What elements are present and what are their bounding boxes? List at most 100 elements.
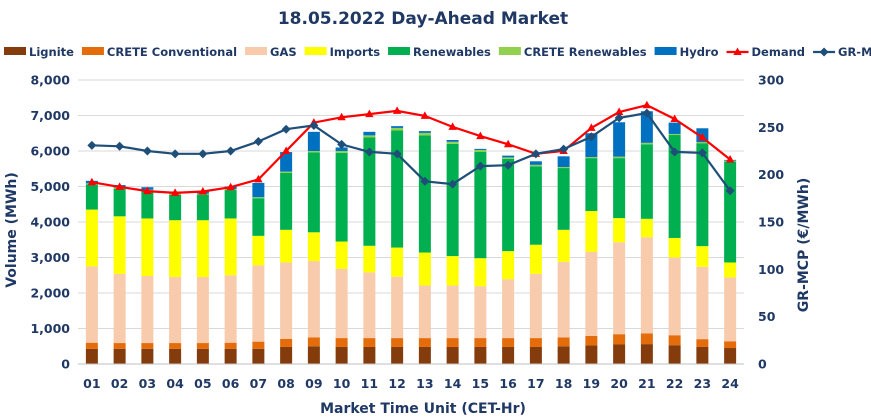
gr-mcp-point [281, 124, 291, 134]
bar-lignite-03 [141, 348, 154, 364]
bar-gas-06 [224, 275, 237, 343]
x-tick-label: 02 [111, 376, 128, 391]
bar-imports-24 [724, 262, 737, 278]
bar-hydro-11 [363, 131, 376, 136]
y-tick-label: 3,000 [30, 250, 70, 265]
demand-point [115, 182, 124, 190]
bar-crete-conventional-17 [529, 338, 542, 347]
gr-mcp-point [392, 149, 402, 159]
bar-renewables-17 [529, 166, 542, 245]
gr-mcp-point [614, 113, 624, 123]
bar-crete-conventional-02 [113, 343, 126, 349]
x-tick-label: 04 [166, 376, 184, 391]
bar-renewables-08 [280, 173, 293, 230]
bar-hydro-14 [446, 139, 459, 142]
bar-crete-conventional-21 [640, 333, 653, 345]
y-tick-label: 0 [61, 357, 70, 372]
y2-tick-label: 100 [758, 262, 784, 277]
bar-gas-01 [85, 266, 98, 343]
bar-lignite-02 [113, 348, 126, 364]
bar-gas-07 [252, 265, 265, 342]
legend-swatch-crete-renewables [498, 47, 521, 55]
demand-point [337, 112, 346, 121]
bar-lignite-10 [335, 346, 348, 364]
bar-gas-09 [307, 261, 320, 338]
bar-lignite-06 [224, 348, 237, 364]
bar-renewables-23 [696, 143, 709, 247]
bar-gas-02 [113, 273, 126, 344]
x-tick-label: 03 [139, 376, 156, 391]
bar-crete-renewables-16 [502, 157, 515, 159]
demand-point [254, 174, 263, 183]
bar-crete-renewables-09 [307, 151, 320, 153]
demand-point [698, 133, 707, 141]
y2-tick-label: 250 [758, 120, 784, 135]
bar-hydro-07 [252, 182, 265, 198]
bar-gas-05 [196, 277, 209, 344]
legend-label-gr-mcp: GR-MCP [838, 45, 871, 59]
bar-imports-08 [280, 229, 293, 263]
legend-label-lignite: Lignite [29, 45, 74, 59]
bar-crete-renewables-12 [391, 127, 404, 131]
legend-swatch-imports [304, 47, 327, 55]
bar-lignite-19 [585, 345, 598, 364]
bar-gas-03 [141, 275, 154, 344]
bar-hydro-09 [307, 131, 320, 151]
legend-label-demand: Demand [752, 45, 806, 59]
bar-imports-14 [446, 256, 459, 286]
demand-point [365, 109, 374, 118]
legend-label-crete-renewables: CRETE Renewables [524, 45, 647, 59]
y2-tick-label: 150 [758, 215, 784, 230]
bar-crete-conventional-16 [502, 338, 515, 347]
bar-gas-22 [668, 257, 681, 336]
bar-imports-02 [113, 216, 126, 274]
gr-mcp-point [503, 160, 513, 170]
bar-crete-renewables-07 [252, 197, 265, 199]
bar-imports-09 [307, 232, 320, 262]
bar-imports-16 [502, 251, 515, 280]
bar-lignite-01 [85, 348, 98, 364]
bar-hydro-12 [391, 126, 404, 128]
bar-lignite-04 [169, 348, 182, 364]
bar-imports-06 [224, 218, 237, 276]
y2-tick-label: 0 [758, 357, 767, 372]
bar-crete-conventional-18 [557, 337, 570, 347]
legend-label-gas: GAS [270, 45, 297, 59]
bar-gas-21 [640, 237, 653, 334]
bar-crete-conventional-15 [474, 338, 487, 347]
x-tick-label: 15 [472, 376, 489, 391]
gr-mcp-point [309, 120, 319, 130]
demand-point [420, 111, 430, 119]
bar-renewables-14 [446, 143, 459, 257]
bar-crete-renewables-10 [335, 151, 348, 153]
gr-mcp-point [253, 137, 263, 147]
bar-lignite-07 [252, 348, 265, 364]
bar-hydro-16 [502, 155, 515, 158]
bar-imports-22 [668, 237, 681, 258]
bar-lignite-09 [307, 346, 320, 364]
bar-renewables-20 [613, 158, 626, 219]
y2-axis-title: GR-MCP (€/MWh) [796, 178, 812, 312]
bar-imports-15 [474, 258, 487, 287]
x-tick-label: 10 [333, 376, 351, 391]
bar-gas-18 [557, 261, 570, 338]
x-tick-label: 17 [527, 376, 544, 391]
bar-crete-conventional-11 [363, 338, 376, 347]
bar-gas-08 [280, 262, 293, 339]
bar-gas-23 [696, 266, 709, 340]
bar-renewables-21 [640, 144, 653, 219]
gr-mcp-point [420, 176, 430, 186]
x-tick-label: 06 [222, 376, 240, 391]
bar-imports-18 [557, 229, 570, 262]
bar-lignite-14 [446, 346, 459, 364]
demand-point [614, 107, 624, 115]
demand-point [170, 188, 180, 196]
demand-point [281, 146, 291, 154]
bar-crete-conventional-12 [391, 338, 404, 347]
bar-imports-12 [391, 247, 404, 277]
bar-lignite-21 [640, 344, 653, 364]
gr-mcp-point [531, 149, 541, 159]
bar-crete-renewables-13 [418, 132, 431, 136]
gr-mcp-point [448, 179, 458, 189]
